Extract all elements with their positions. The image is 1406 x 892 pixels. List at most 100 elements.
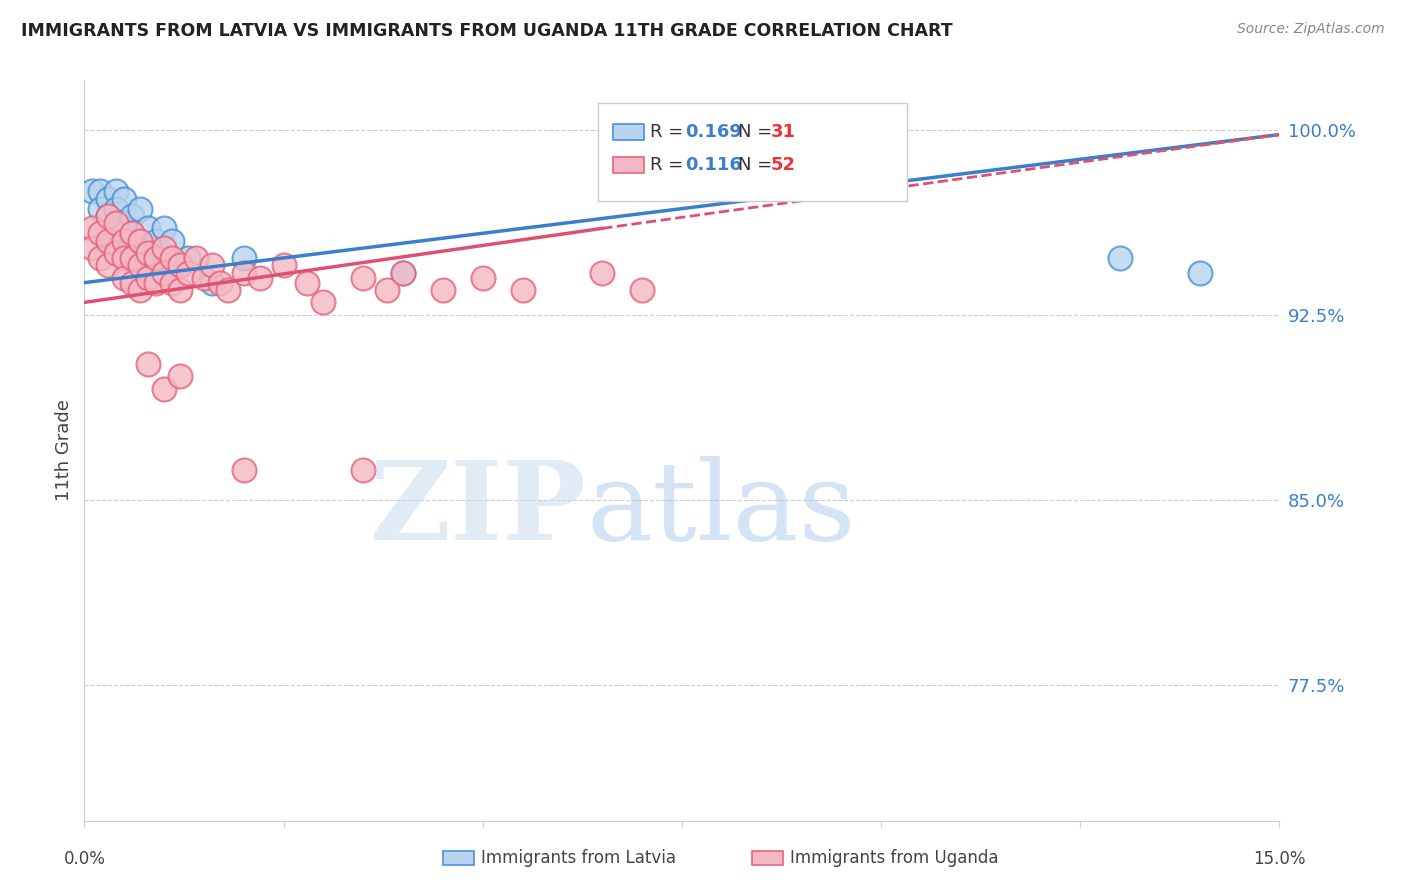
- Point: [136, 259, 159, 273]
- Point: [121, 246, 143, 260]
- Point: [160, 234, 183, 248]
- Point: [352, 463, 374, 477]
- Point: [153, 382, 176, 396]
- Point: [312, 295, 335, 310]
- Point: [232, 266, 254, 280]
- Point: [392, 266, 415, 280]
- Text: Immigrants from Latvia: Immigrants from Latvia: [481, 849, 676, 867]
- Point: [121, 227, 143, 241]
- Point: [232, 463, 254, 477]
- Point: [177, 266, 200, 280]
- Point: [121, 209, 143, 223]
- Text: 0.0%: 0.0%: [63, 850, 105, 868]
- Point: [153, 266, 176, 280]
- Point: [169, 283, 191, 297]
- Text: 15.0%: 15.0%: [1253, 850, 1306, 868]
- Point: [153, 251, 176, 265]
- Point: [145, 251, 167, 265]
- Point: [89, 202, 111, 216]
- Point: [105, 185, 128, 199]
- Point: [89, 185, 111, 199]
- Point: [97, 192, 120, 206]
- Point: [82, 241, 104, 255]
- Point: [105, 202, 128, 216]
- Point: [97, 209, 120, 223]
- Point: [136, 270, 159, 285]
- Text: R =: R =: [650, 123, 689, 141]
- Point: [201, 276, 224, 290]
- Point: [129, 202, 152, 216]
- Point: [136, 246, 159, 260]
- Point: [105, 216, 128, 230]
- Text: R =: R =: [650, 156, 689, 174]
- Point: [193, 270, 215, 285]
- Point: [145, 234, 167, 248]
- Point: [297, 276, 319, 290]
- Point: [432, 283, 454, 297]
- Point: [129, 283, 152, 297]
- Point: [160, 251, 183, 265]
- Point: [89, 227, 111, 241]
- Point: [392, 266, 415, 280]
- Point: [208, 276, 231, 290]
- Point: [89, 251, 111, 265]
- Point: [631, 283, 654, 297]
- Text: 0.116: 0.116: [685, 156, 741, 174]
- Point: [232, 251, 254, 265]
- Point: [201, 259, 224, 273]
- Point: [121, 227, 143, 241]
- Point: [105, 246, 128, 260]
- Point: [97, 259, 120, 273]
- Point: [82, 221, 104, 235]
- Point: [129, 234, 152, 248]
- Point: [112, 192, 135, 206]
- Point: [145, 276, 167, 290]
- Point: [136, 246, 159, 260]
- Text: IMMIGRANTS FROM LATVIA VS IMMIGRANTS FROM UGANDA 11TH GRADE CORRELATION CHART: IMMIGRANTS FROM LATVIA VS IMMIGRANTS FRO…: [21, 22, 953, 40]
- Text: N =: N =: [738, 156, 778, 174]
- Point: [121, 276, 143, 290]
- Text: atlas: atlas: [586, 456, 856, 563]
- Point: [512, 283, 534, 297]
- Text: 52: 52: [770, 156, 796, 174]
- Text: ZIP: ZIP: [370, 456, 586, 563]
- Point: [153, 241, 176, 255]
- Point: [352, 270, 374, 285]
- Point: [129, 259, 152, 273]
- Point: [1109, 251, 1132, 265]
- Point: [82, 185, 104, 199]
- Point: [112, 251, 135, 265]
- Text: 0.169: 0.169: [685, 123, 741, 141]
- Point: [184, 251, 207, 265]
- Point: [97, 234, 120, 248]
- Point: [136, 357, 159, 371]
- Point: [112, 221, 135, 235]
- Point: [249, 270, 271, 285]
- Text: Source: ZipAtlas.com: Source: ZipAtlas.com: [1237, 22, 1385, 37]
- Point: [112, 234, 135, 248]
- Point: [160, 276, 183, 290]
- Point: [129, 234, 152, 248]
- Y-axis label: 11th Grade: 11th Grade: [55, 400, 73, 501]
- Point: [273, 259, 295, 273]
- Point: [217, 283, 239, 297]
- Point: [97, 227, 120, 241]
- Point: [177, 251, 200, 265]
- Point: [112, 234, 135, 248]
- Point: [121, 251, 143, 265]
- Point: [471, 270, 494, 285]
- Text: 31: 31: [770, 123, 796, 141]
- Point: [375, 283, 398, 297]
- Point: [153, 221, 176, 235]
- Point: [97, 209, 120, 223]
- Point: [1188, 266, 1211, 280]
- Point: [169, 259, 191, 273]
- Text: Immigrants from Uganda: Immigrants from Uganda: [790, 849, 998, 867]
- Point: [591, 266, 613, 280]
- Point: [136, 221, 159, 235]
- Point: [105, 221, 128, 235]
- Point: [169, 369, 191, 384]
- Point: [112, 270, 135, 285]
- Point: [169, 259, 191, 273]
- Text: N =: N =: [738, 123, 778, 141]
